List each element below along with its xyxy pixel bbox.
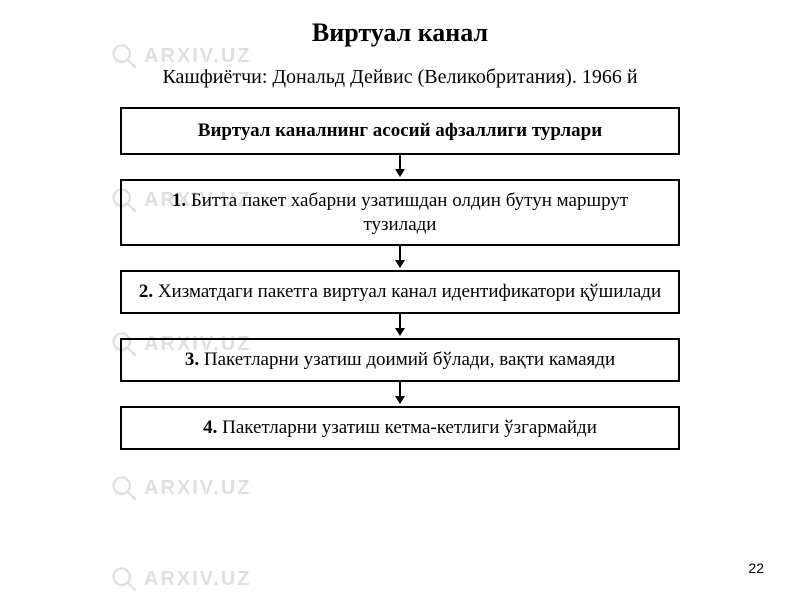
flow-arrow	[120, 314, 680, 338]
flow-header-box: Виртуал каналнинг асосий афзаллиги турла…	[120, 107, 680, 155]
step-number: 2.	[139, 281, 153, 302]
flow-step-box: 2. Хизматдаги пакетга виртуал канал иден…	[120, 270, 680, 314]
arrow-down-icon	[393, 314, 407, 338]
arrow-down-icon	[393, 382, 407, 406]
step-text: Пакетларни узатиш кетма-кетлиги ўзгармай…	[217, 417, 597, 438]
arrow-down-icon	[393, 246, 407, 270]
flow-step-box: 4. Пакетларни узатиш кетма-кетлиги ўзгар…	[120, 406, 680, 450]
flow-step-box: 3. Пакетларни узатиш доимий бўлади, вақт…	[120, 338, 680, 382]
step-text: Пакетларни узатиш доимий бўлади, вақти к…	[199, 349, 615, 370]
step-number: 1.	[172, 190, 186, 211]
flow-arrow	[120, 155, 680, 179]
page-number: 22	[748, 560, 764, 576]
slide-content: Виртуал канал Кашфиётчи: Дональд Дейвис …	[0, 0, 800, 600]
step-text: Хизматдаги пакетга виртуал канал идентиф…	[153, 281, 661, 302]
step-number: 3.	[185, 349, 199, 370]
page-subtitle: Кашфиётчи: Дональд Дейвис (Великобритани…	[162, 66, 637, 89]
page-title: Виртуал канал	[312, 18, 488, 48]
flow-arrow	[120, 246, 680, 270]
flow-arrow	[120, 382, 680, 406]
step-text: Битта пакет хабарни узатишдан олдин буту…	[186, 190, 628, 235]
flow-step-box: 1. Битта пакет хабарни узатишдан олдин б…	[120, 179, 680, 247]
arrow-down-icon	[393, 155, 407, 179]
step-number: 4.	[203, 417, 217, 438]
